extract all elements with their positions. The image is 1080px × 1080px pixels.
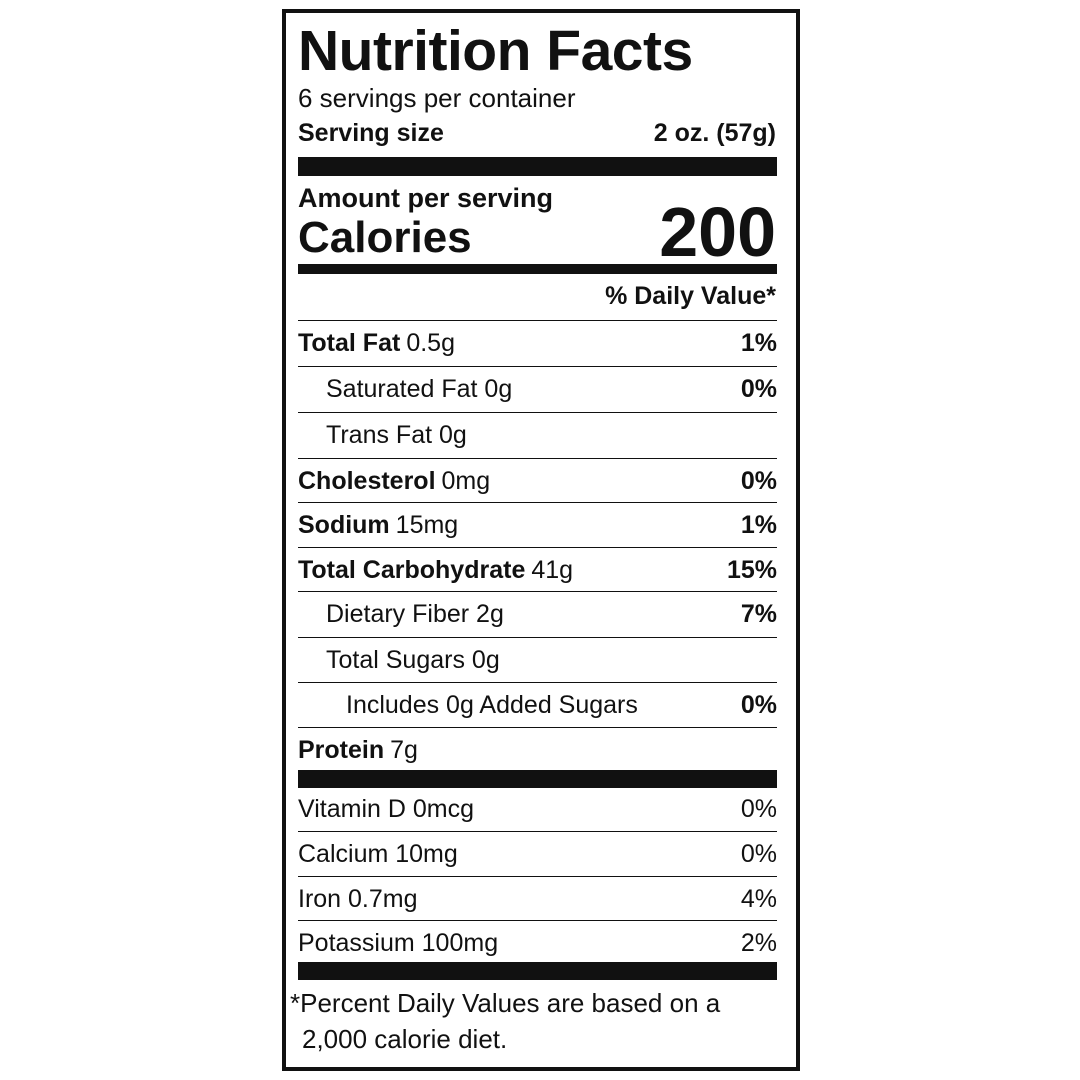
nutrient-row: Includes 0g Added Sugars 0% xyxy=(298,682,777,727)
nutrient-name: Total Carbohydrate xyxy=(298,555,526,584)
nutrient-row: Cholesterol 0mg 0% xyxy=(298,458,777,503)
footnote-line: 2,000 calorie diet. xyxy=(302,1024,508,1054)
dv-header: % Daily Value* xyxy=(605,282,776,310)
calories-value: 200 xyxy=(659,193,776,271)
nutrient-dv: 0% xyxy=(740,466,777,495)
serving-size-value: 2 oz. (57g) xyxy=(653,119,776,147)
vitamin-label: Calcium 10mg xyxy=(298,839,458,868)
title: Nutrition Facts xyxy=(298,19,693,83)
calories-label: Calories xyxy=(298,213,472,262)
nutrient-name: Saturated Fat 0g xyxy=(326,374,513,403)
vitamin-label: Vitamin D 0mcg xyxy=(298,795,474,823)
vitamin-dv: 2% xyxy=(740,928,777,957)
medium-rule xyxy=(298,264,777,274)
nutrient-row: Saturated Fat 0g 0% xyxy=(298,366,777,411)
vitamin-label: Iron 0.7mg xyxy=(298,884,418,913)
servings: 6 servings per container xyxy=(298,83,576,113)
vitamin-dv: 0% xyxy=(740,839,777,868)
label-border xyxy=(282,9,800,1071)
vitamin-row: Calcium 10mg 0% xyxy=(298,831,777,876)
nutrient-amount: 0mg xyxy=(441,466,491,495)
vitamin-row: Potassium 100mg 2% xyxy=(298,920,777,965)
nutrient-dv: 7% xyxy=(740,599,777,628)
nutrient-name: Sodium xyxy=(298,510,390,539)
footnote-line: *Percent Daily Values are based on a xyxy=(290,988,721,1018)
nutrient-name: Total Fat xyxy=(298,328,401,357)
nutrient-name: Trans Fat 0g xyxy=(326,420,467,449)
nutrient-dv: 0% xyxy=(740,374,777,403)
nutrient-row: Total Carbohydrate 41g 15% xyxy=(298,547,777,592)
vitamin-dv: 0% xyxy=(740,795,777,823)
thick-rule xyxy=(298,962,777,980)
vitamin-label: Potassium 100mg xyxy=(298,928,499,957)
nutrient-dv: 0% xyxy=(740,690,777,719)
thick-rule xyxy=(298,157,777,176)
vitamin-row: Iron 0.7mg 4% xyxy=(298,876,777,921)
nutrient-amount: 15mg xyxy=(395,510,459,539)
thick-rule xyxy=(298,770,777,788)
amount-heading: Amount per serving xyxy=(298,183,554,213)
nutrient-amount: 41g xyxy=(531,555,574,584)
nutrient-name: Cholesterol xyxy=(298,466,436,495)
nutrient-row: Total Sugars 0g xyxy=(298,637,777,682)
vitamin-row: Vitamin D 0mcg 0% xyxy=(298,787,777,832)
vitamin-dv: 4% xyxy=(740,884,777,913)
nutrient-dv: 1% xyxy=(740,328,777,357)
nutrient-dv: 15% xyxy=(726,555,777,584)
nutrient-amount: 7g xyxy=(390,735,418,764)
serving-size-label: Serving size xyxy=(298,119,444,147)
nutrient-name: Dietary Fiber 2g xyxy=(326,599,504,628)
nutrient-name: Total Sugars 0g xyxy=(326,645,500,674)
nutrient-row: Trans Fat 0g xyxy=(298,412,777,457)
nutrient-dv: 1% xyxy=(740,510,777,539)
nutrient-row: Sodium 15mg 1% xyxy=(298,502,777,547)
nutrient-row: Dietary Fiber 2g 7% xyxy=(298,591,777,636)
nutrient-name: Protein xyxy=(298,735,385,764)
nutrient-name: Includes 0g Added Sugars xyxy=(346,690,638,719)
nutrient-row: Total Fat 0.5g 1% xyxy=(298,320,777,365)
nutrient-amount: 0.5g xyxy=(406,328,455,357)
nutrient-row: Protein 7g xyxy=(298,727,777,772)
